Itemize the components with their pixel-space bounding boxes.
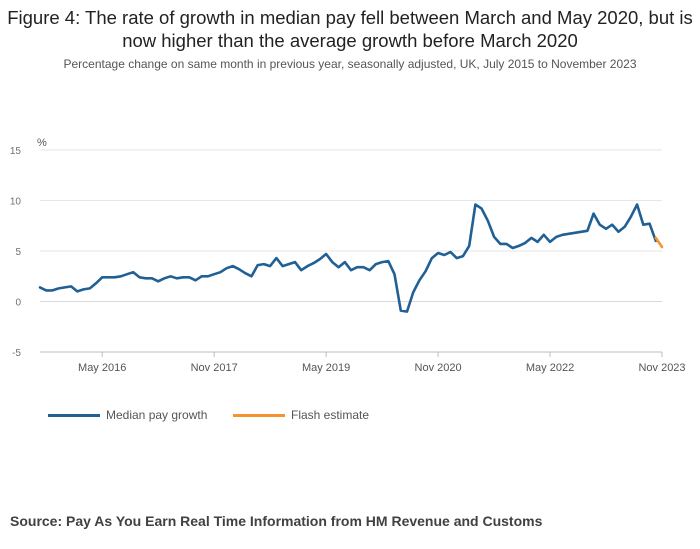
x-tick-label: May 2022 (526, 362, 574, 374)
y-tick-label: -5 (12, 348, 21, 359)
source-note: Source: Pay As You Earn Real Time Inform… (10, 513, 543, 529)
x-tick-label: Nov 2023 (638, 362, 685, 374)
legend-swatch-flash-estimate (233, 413, 285, 417)
chart-title: Figure 4: The rate of growth in median p… (7, 7, 693, 51)
legend-item-flash-estimate: Flash estimate (233, 408, 369, 422)
y-tick-label: 5 (15, 247, 21, 258)
x-tick-label: Nov 2017 (191, 362, 238, 374)
legend-item-median-pay: Median pay growth (48, 408, 207, 422)
y-tick-label: 0 (15, 298, 21, 309)
y-tick-label: 10 (10, 197, 22, 208)
legend-swatch-median-pay (48, 413, 100, 417)
series-line-median-pay (38, 203, 658, 313)
line-chart: -5 0 5 10 15% May 2016 Nov 2017 May 2019 Nov 202… (10, 137, 686, 374)
x-tick-label: May 2016 (78, 362, 126, 374)
legend-label-flash-estimate: Flash estimate (291, 408, 370, 422)
y-tick-label: 15 (10, 146, 22, 157)
x-tick-label: May 2019 (302, 362, 350, 374)
x-tick-label: Nov 2020 (415, 362, 462, 374)
series-line-flash-estimate (654, 236, 664, 249)
chart-subtitle: Percentage change on same month in previ… (63, 57, 637, 71)
y-axis-label: % (37, 137, 47, 149)
legend-label-median-pay: Median pay growth (106, 408, 208, 422)
